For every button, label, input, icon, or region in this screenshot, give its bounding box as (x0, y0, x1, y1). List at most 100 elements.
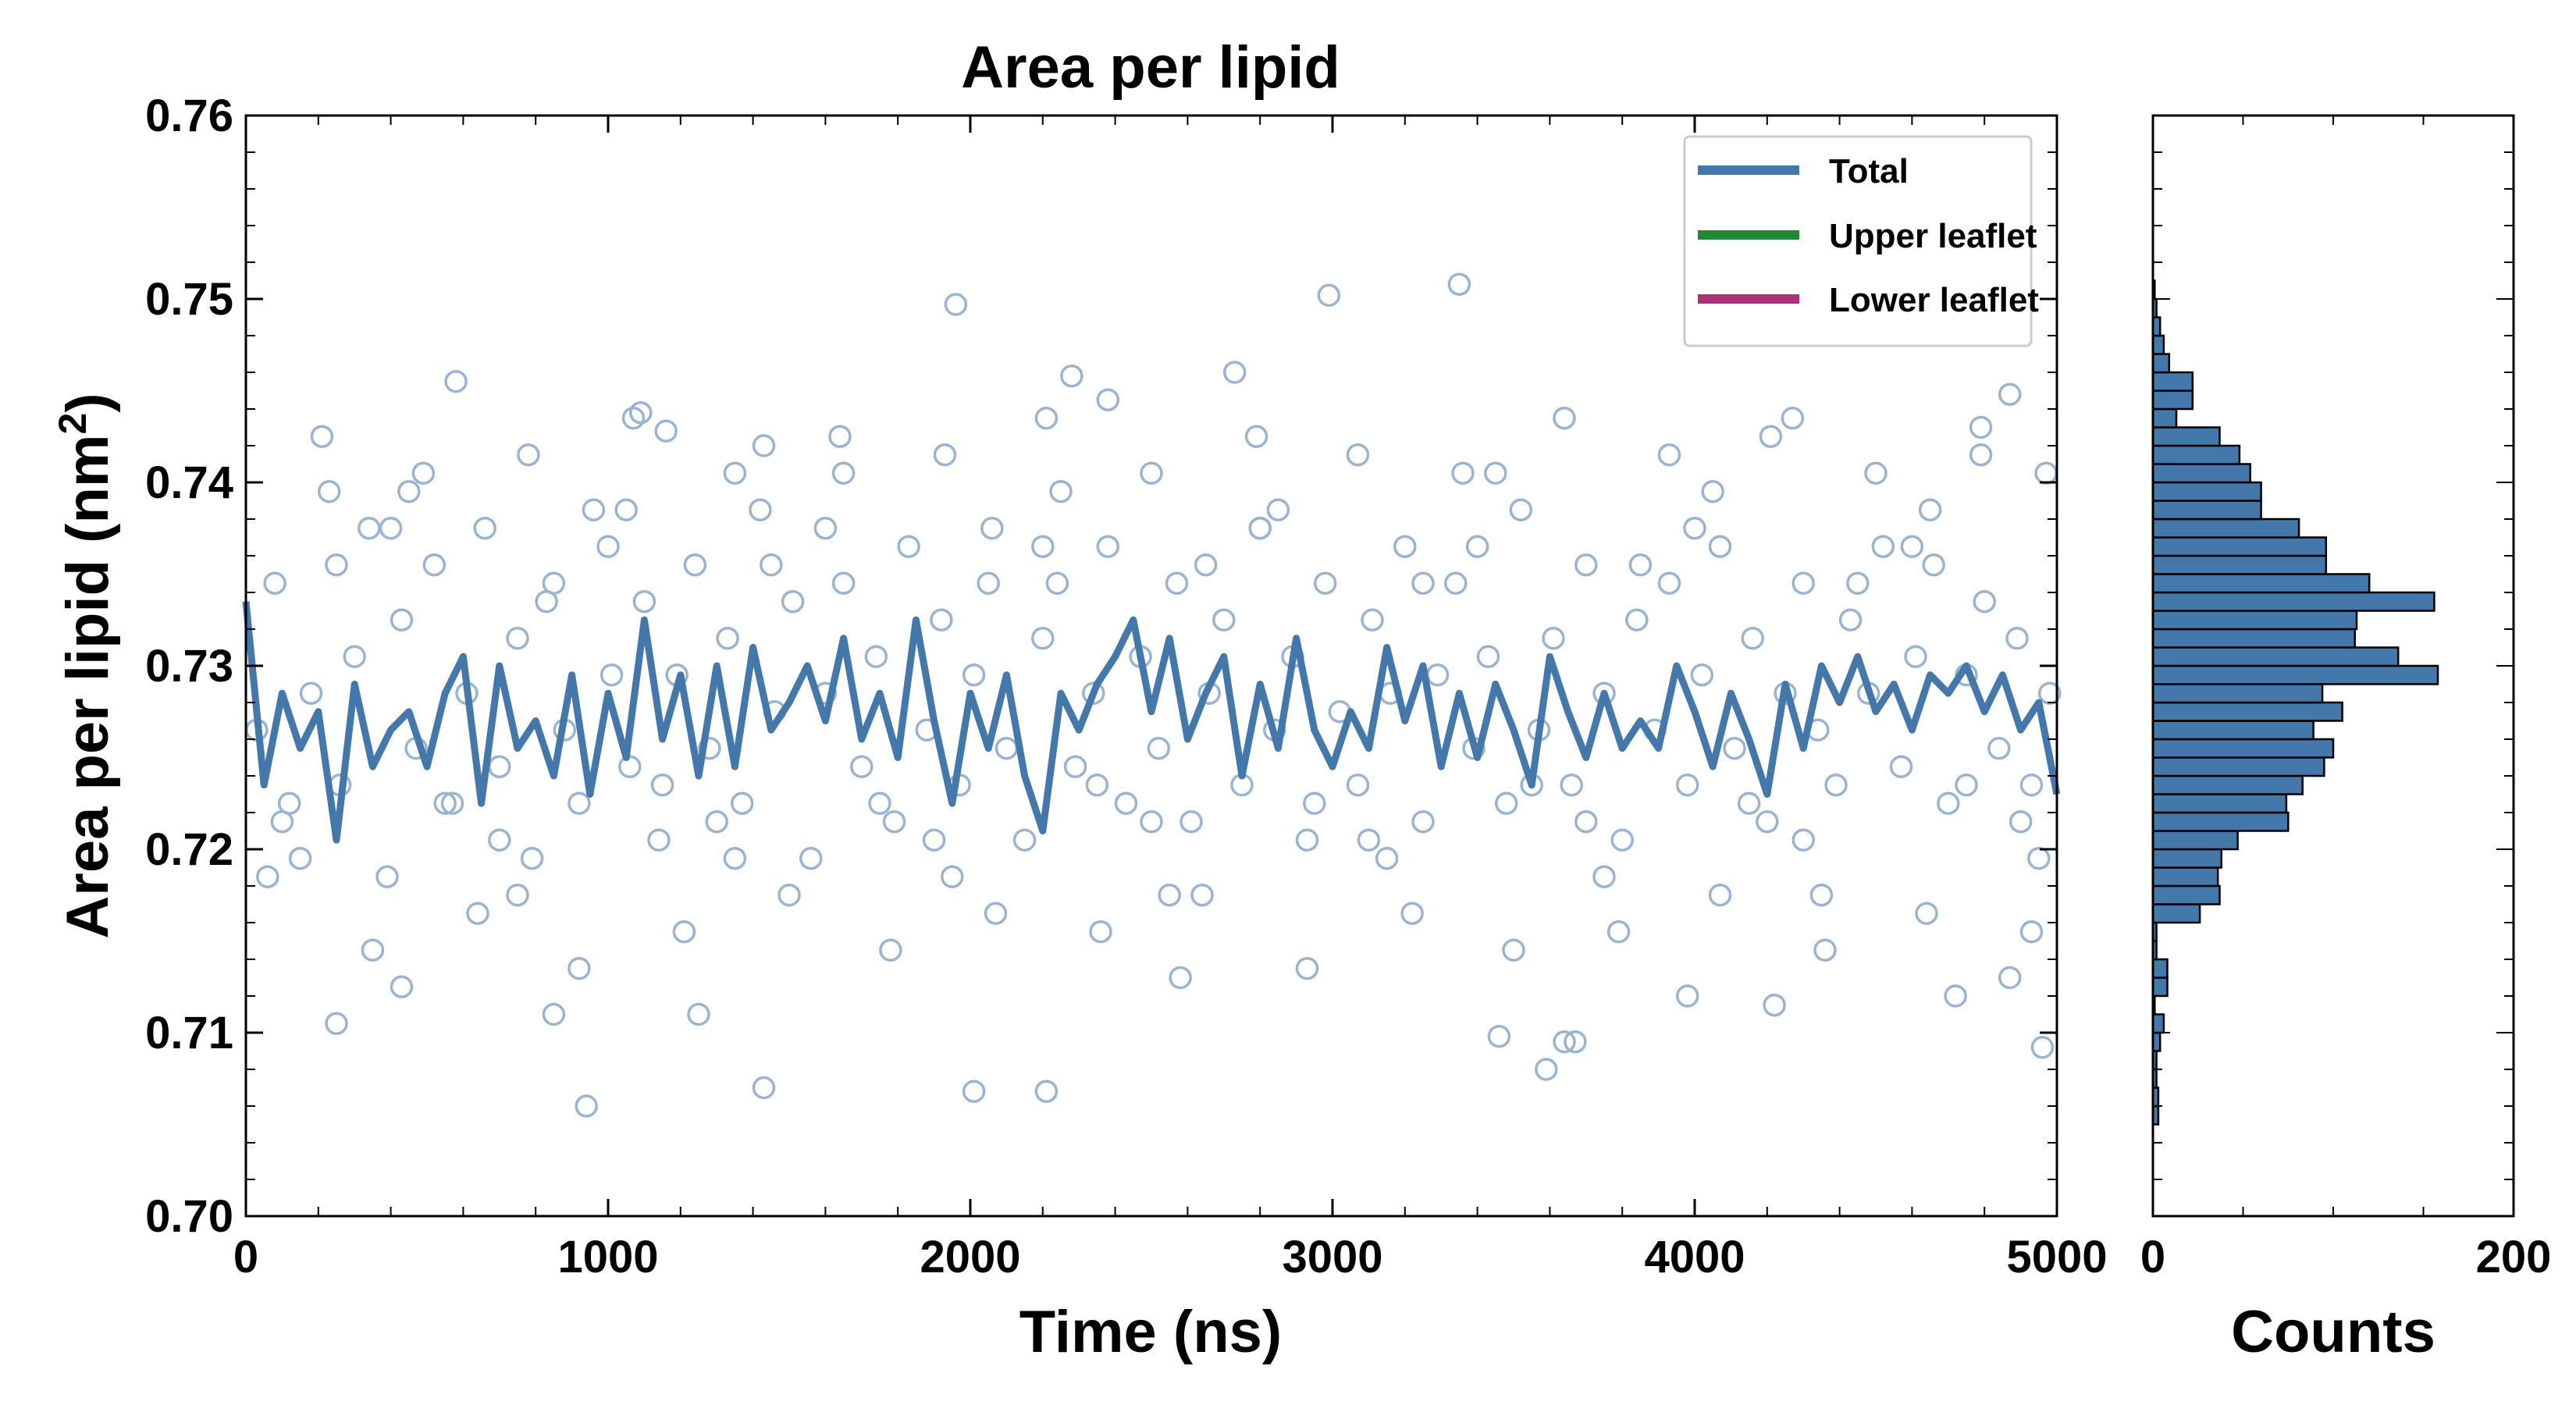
scatter-point (1248, 516, 1272, 540)
scatter-point (1763, 993, 1786, 1017)
scatter-point (1400, 902, 1424, 925)
scatter-point (1411, 809, 1435, 834)
scatter-point (596, 535, 620, 558)
scatter-point (1791, 828, 1815, 852)
histogram-bar (2151, 444, 2241, 465)
scatter-point (1564, 1030, 1587, 1054)
histogram-bar (2151, 774, 2304, 795)
scatter-point (962, 1080, 986, 1103)
scatter-point (1846, 571, 1870, 595)
x-tick-label: 5000 (2006, 1232, 2107, 1282)
histogram-bar (2151, 811, 2290, 832)
histogram-bar (2151, 389, 2194, 411)
scatter-point (962, 663, 986, 687)
scatter-point (517, 443, 540, 467)
scatter-point (1165, 571, 1189, 595)
y-tick-label: 0.73 (145, 641, 233, 692)
scatter-point (799, 846, 823, 870)
scatter-point (1915, 902, 1938, 925)
x-axis-label: Time (ns) (1019, 1299, 1282, 1365)
scatter-point (813, 516, 838, 540)
scatter-point (310, 425, 334, 448)
scatter-point (933, 443, 957, 467)
scatter-point (1969, 415, 1993, 439)
scatter-point (1158, 883, 1181, 907)
scatter-point (1393, 535, 1417, 558)
scatter-point (683, 553, 707, 577)
scatter-point (1871, 535, 1895, 558)
histogram-bar (2151, 573, 2371, 594)
scatter-point (1944, 984, 1967, 1008)
histogram-bar (2151, 407, 2178, 429)
histogram-bar (2151, 610, 2358, 631)
scatter-point (1683, 516, 1706, 540)
scatter-point (1553, 1030, 1576, 1054)
scatter-point (1675, 773, 1699, 797)
scatter-point (749, 498, 772, 521)
scatter-point (506, 883, 529, 907)
scatter-point (1791, 571, 1815, 595)
histogram-bar (2151, 518, 2300, 539)
scatter-point (629, 400, 653, 425)
histogram-bar (2151, 664, 2439, 685)
scatter-point (698, 736, 721, 760)
y-tick-label: 0.70 (145, 1191, 233, 1242)
scatter-point (568, 956, 591, 980)
histogram-bar (2151, 848, 2223, 869)
scatter-point (1969, 443, 1993, 467)
y-tick-label: 0.74 (145, 457, 233, 508)
histogram-bar (2151, 500, 2262, 521)
scatter-point (1592, 865, 1616, 888)
scatter-point (850, 755, 873, 778)
scatter-point (473, 516, 496, 540)
scatter-point (1502, 938, 1525, 962)
scatter-point (647, 828, 671, 852)
scatter-point (1560, 773, 1583, 797)
scatter-point (1317, 283, 1341, 308)
scatter-point (2008, 809, 2033, 834)
scatter-point (2034, 461, 2058, 485)
scatter-point (1049, 479, 1073, 503)
hist-x-tick-label: 200 (2476, 1232, 2552, 1282)
scatter-point (1451, 461, 1475, 485)
scatter-point (1904, 645, 1927, 668)
scatter-point (723, 846, 747, 870)
scatter-point (705, 809, 728, 834)
scatter-point (654, 419, 678, 443)
scatter-point (2005, 626, 2029, 650)
scatter-point (1675, 984, 1699, 1008)
histogram-bar (2151, 371, 2194, 392)
scatter-point (1346, 443, 1370, 467)
scatter-point (1447, 272, 1471, 296)
x-tick-label: 0 (233, 1232, 258, 1282)
scatter-point (1900, 535, 1924, 558)
scatter-point (263, 571, 286, 595)
legend: Total Upper leaflet Lower leaflet (1683, 135, 2039, 347)
scatter-point (1295, 956, 1319, 980)
scatter-point (1082, 681, 1105, 705)
scatter-point (618, 755, 642, 778)
scatter-point (687, 1002, 710, 1026)
scatter-point (288, 846, 312, 870)
scatter-point (600, 663, 624, 687)
scatter-point (1147, 736, 1171, 760)
histogram-bar (2151, 958, 2169, 979)
scatter-point (1606, 919, 1631, 944)
histogram-axis-ticks: 0 200 (2140, 115, 2552, 1282)
scatter-point (1096, 388, 1120, 411)
scatter-point (1781, 406, 1805, 430)
scatter-point (1759, 425, 1783, 448)
scatter-point (1140, 809, 1163, 834)
scatter-point (488, 828, 511, 852)
histogram-bar (2151, 866, 2219, 887)
scatter-point (1089, 919, 1112, 944)
scatter-point (944, 293, 968, 316)
y-tick-label: 0.71 (145, 1008, 233, 1058)
scatter-point (411, 461, 436, 485)
scatter-point (1244, 425, 1268, 448)
scatter-point (299, 681, 323, 705)
scatter-point (317, 479, 341, 503)
scatter-point (730, 791, 754, 815)
scatter-point (358, 516, 381, 540)
scatter-point (375, 865, 399, 888)
